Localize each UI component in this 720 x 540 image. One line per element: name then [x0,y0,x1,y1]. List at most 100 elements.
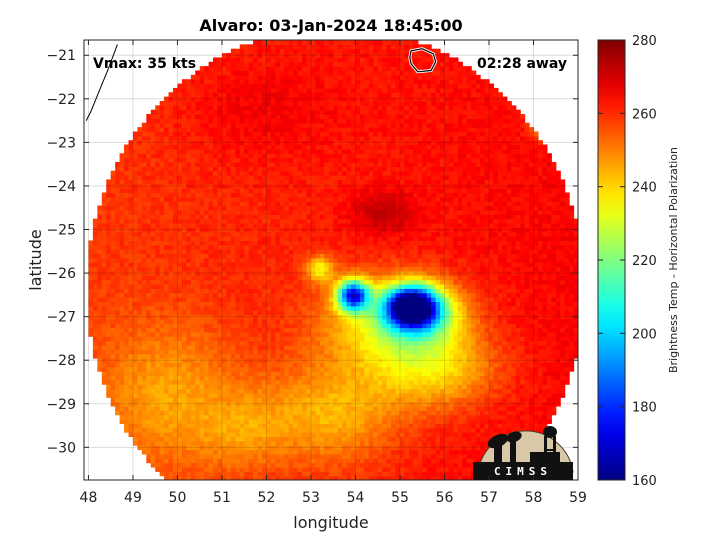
swath-cell [319,466,325,472]
swath-cell [253,74,259,80]
swath-cell [92,222,98,228]
swath-cell [310,384,317,390]
swath-cell [177,331,183,337]
swath-cell [279,40,285,45]
swath-cell [293,275,299,281]
swath-cell [173,249,179,255]
swath-cell [164,358,170,363]
swath-cell [328,318,334,324]
swath-cell [244,305,250,311]
swath-cell [302,96,308,102]
swath-cell [270,331,276,337]
swath-cell [275,405,281,411]
swath-cell [328,61,334,67]
swath-cell [262,70,268,76]
swath-cell [248,87,254,93]
swath-cell [115,244,121,250]
swath-cell [244,87,250,93]
swath-cell [221,240,228,246]
swath-cell [288,388,294,394]
swath-cell [199,74,205,80]
swath-cell [284,283,290,289]
swath-cell [213,153,219,159]
swath-cell [315,327,321,333]
swath-cell [266,144,272,150]
swath-cell [101,366,107,372]
swath-cell [275,375,281,381]
swath-cell [253,353,259,359]
swath-cell [266,327,272,333]
swath-cell [279,92,285,98]
swath-cell [115,353,121,359]
swath-cell [302,122,308,128]
swath-cell [195,257,201,263]
swath-cell [101,318,107,324]
swath-cell [168,201,174,207]
swath-cell [302,183,308,189]
swath-cell [293,419,299,424]
swath-cell [253,279,259,285]
swath-cell [141,236,147,241]
swath-cell [195,148,201,154]
swath-cell [168,310,174,316]
swath-cell [226,105,232,111]
swath-cell [319,179,325,185]
swath-cell [132,366,138,372]
swath-cell [101,301,107,307]
swath-cell [199,323,205,329]
swath-cell [239,392,245,398]
swath-cell [244,301,250,307]
swath-cell [235,288,241,294]
swath-cell [337,135,343,141]
swath-cell [190,179,196,185]
swath-cell [275,262,281,268]
swath-cell [248,222,254,228]
swath-cell [244,419,250,424]
swath-cell [253,118,259,124]
swath-cell [146,118,152,124]
swath-cell [101,331,107,337]
swath-cell [199,66,205,72]
swath-cell [159,288,165,294]
swath-cell [150,179,156,185]
swath-cell [297,140,303,146]
swath-cell [235,436,241,442]
swath-cell [168,157,174,163]
swath-cell [141,366,147,372]
swath-cell [302,301,308,307]
swath-cell [310,74,317,80]
swath-cell [164,375,170,381]
swath-cell [164,109,170,115]
swath-cell [208,183,214,189]
swath-cell [155,349,161,355]
swath-cell [181,100,187,106]
swath-cell [186,135,192,141]
swath-cell [124,379,130,385]
swath-cell [319,392,325,398]
swath-cell [208,122,214,128]
swath-cell [279,74,285,80]
swath-cell [132,244,138,250]
swath-cell [266,270,272,276]
swath-cell [288,366,294,372]
swath-cell [173,105,179,111]
swath-cell [146,388,152,394]
swath-cell [266,257,272,263]
swath-cell [217,453,223,459]
swath-cell [115,188,121,194]
swath-cell [101,344,107,350]
swath-cell [221,109,228,115]
swath-cell [266,227,272,233]
swath-cell [319,445,325,451]
swath-cell [150,209,156,215]
swath-cell [124,275,130,281]
swath-cell [173,266,179,272]
swath-cell [177,349,183,355]
swath-cell [270,336,276,342]
swath-cell [306,392,312,398]
swath-cell [288,214,294,220]
swath-cell [141,314,147,320]
swath-cell [270,401,276,407]
swath-cell [324,227,330,233]
swath-cell [199,170,205,176]
